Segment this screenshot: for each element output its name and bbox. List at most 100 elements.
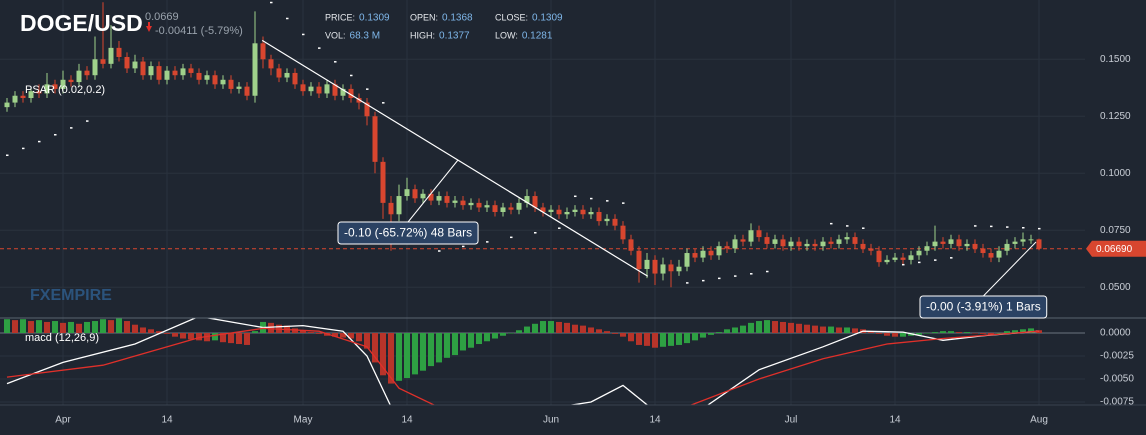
- psar-dot: [950, 257, 953, 259]
- psar-dot: [846, 225, 849, 227]
- candle-body: [564, 212, 570, 215]
- x-tick-label: 14: [401, 415, 413, 426]
- macd-histogram-bar: [996, 332, 1002, 334]
- macd-histogram-bar: [388, 332, 394, 384]
- macd-histogram-bar: [676, 332, 682, 345]
- macd-histogram-bar: [516, 330, 522, 333]
- candle-body: [708, 250, 714, 256]
- macd-histogram-bar: [828, 326, 834, 333]
- psar-dot: [702, 279, 705, 282]
- psar-dot: [86, 120, 89, 122]
- macd-histogram-bar: [116, 318, 122, 333]
- measure-box: [919, 295, 1048, 319]
- candle-body: [492, 205, 498, 212]
- macd-histogram-bar: [420, 332, 426, 371]
- macd-histogram-bar: [316, 332, 322, 334]
- candle-body: [812, 243, 818, 247]
- psar-dot: [1022, 227, 1025, 229]
- candle-body: [500, 207, 506, 212]
- macd-histogram-bar: [252, 331, 258, 333]
- candle-body: [732, 239, 738, 249]
- candle-body: [372, 116, 378, 162]
- psar-dot: [990, 225, 993, 228]
- macd-histogram-bar: [428, 332, 434, 367]
- macd-histogram-bar: [652, 332, 658, 348]
- candle-body: [676, 266, 682, 272]
- candle-body: [228, 79, 234, 89]
- macd-histogram-bar: [412, 332, 418, 375]
- macd-histogram-bar: [724, 329, 730, 333]
- macd-histogram-bar: [180, 332, 186, 339]
- candle-body: [356, 98, 362, 103]
- x-tick-label: 14: [161, 415, 173, 426]
- psar-dot: [934, 259, 937, 261]
- macd-histogram-bar: [1028, 328, 1034, 333]
- candle-body: [444, 196, 450, 203]
- candle-body: [788, 241, 794, 247]
- candle-body: [740, 239, 746, 242]
- macd-histogram-bar: [844, 327, 850, 333]
- watermark: FXEMPIRE: [30, 287, 112, 304]
- candle-body: [988, 253, 994, 258]
- candle-body: [364, 102, 370, 117]
- macd-histogram-bar: [540, 321, 546, 333]
- candle-body: [124, 56, 130, 69]
- candle-body: [1036, 239, 1042, 249]
- macd-histogram-bar: [940, 331, 946, 333]
- macd-histogram-bar: [924, 332, 930, 334]
- candle-body: [396, 196, 402, 215]
- macd-histogram-bar: [140, 327, 146, 333]
- candle-body: [804, 243, 810, 247]
- candle-body: [548, 209, 554, 212]
- macd-histogram-bar: [356, 332, 362, 342]
- candle-body: [276, 68, 282, 78]
- macd-histogram-bar: [84, 321, 90, 333]
- candle-body: [260, 43, 266, 60]
- macd-histogram-bar: [764, 320, 770, 333]
- candle-body: [700, 250, 706, 258]
- candle-body: [180, 68, 186, 76]
- candle-body: [460, 200, 466, 206]
- macd-histogram-bar: [700, 332, 706, 338]
- candle-body: [36, 91, 42, 94]
- macd-histogram-bar: [444, 332, 450, 358]
- candle-body: [156, 66, 162, 80]
- macd-histogram-bar: [364, 332, 370, 349]
- y-tick-label: -0.0050: [1100, 374, 1134, 385]
- macd-histogram-bar: [796, 323, 802, 333]
- candle-body: [716, 246, 722, 256]
- macd-histogram-bar: [404, 332, 410, 379]
- y-tick-label: 0.1000: [1100, 168, 1131, 179]
- candle-body: [1020, 239, 1026, 242]
- plot-layer: [0, 0, 1085, 405]
- candle-body: [940, 241, 946, 244]
- macd-histogram-bar: [628, 332, 634, 342]
- psar-dot: [70, 127, 73, 129]
- macd-histogram-bar: [820, 326, 826, 333]
- candle-body: [980, 248, 986, 254]
- psar-dot: [54, 133, 57, 136]
- candle-body: [12, 95, 18, 103]
- macd-histogram-bar: [604, 331, 610, 333]
- candle-body: [212, 75, 218, 85]
- stat-value: 0.1309: [359, 13, 390, 24]
- candle-body: [476, 202, 482, 208]
- macd-histogram-bar: [636, 332, 642, 345]
- macd-histogram-bar: [76, 323, 82, 333]
- stats: PRICE: 0.1309 VOL: 68.3 M OPEN: 0.1368 HIGH: 0.…: [325, 12, 563, 41]
- macd-histogram-bar: [708, 332, 714, 335]
- macd-histogram-bar: [580, 325, 586, 333]
- candle-body: [28, 91, 34, 99]
- y-tick-label: 0.0750: [1100, 225, 1131, 236]
- stat-label: VOL:: [325, 30, 346, 40]
- macd-histogram-bar: [836, 327, 842, 333]
- candle-body: [572, 209, 578, 212]
- macd-histogram-bar: [548, 321, 554, 333]
- candle-body: [340, 88, 346, 96]
- macd-histogram-bar: [228, 332, 234, 344]
- macd-histogram-bar: [876, 332, 882, 334]
- candle-body: [860, 243, 866, 249]
- candle-body: [844, 237, 850, 240]
- macd-histogram-bar: [892, 332, 898, 337]
